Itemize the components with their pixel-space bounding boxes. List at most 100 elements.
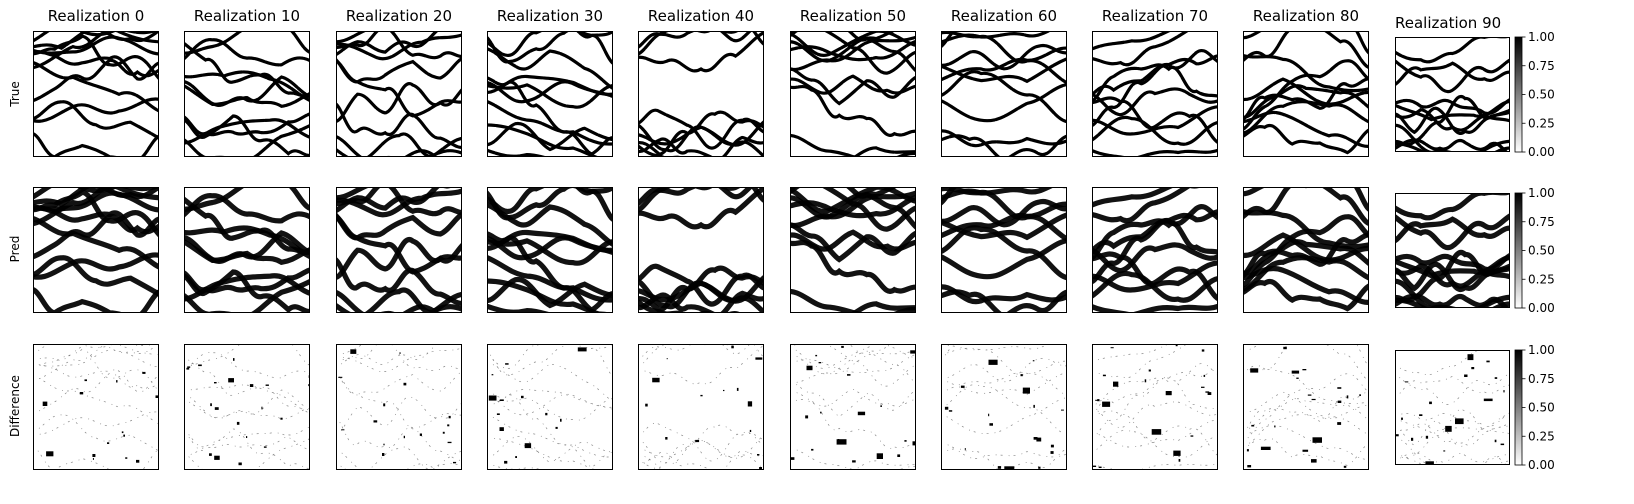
difference-edge (638, 344, 764, 361)
difference-blob (1050, 444, 1054, 448)
panel-pred-7 (1092, 187, 1218, 313)
channel-mark (336, 211, 462, 241)
channel-mark (1395, 37, 1510, 64)
channel-mark (1243, 31, 1369, 63)
difference-blob (403, 435, 405, 439)
channel-mark (1243, 239, 1369, 276)
channel-mark (184, 118, 310, 145)
channel-mark (1092, 260, 1218, 293)
panel-frame (941, 31, 1067, 157)
difference-blob (1173, 450, 1181, 456)
difference-blob (1020, 374, 1023, 377)
channel-mark (184, 83, 310, 108)
channel-mark (336, 33, 462, 61)
difference-blob (1337, 387, 1342, 389)
difference-blob (1343, 465, 1347, 468)
difference-blob (944, 406, 949, 410)
difference-edge (790, 354, 916, 373)
column-title: Realization 50 (800, 7, 906, 25)
difference-blob (1004, 466, 1015, 469)
channel-mark (487, 74, 613, 96)
channel-mark (33, 205, 159, 238)
difference-blob (1260, 446, 1271, 450)
panel-frame (1243, 187, 1369, 313)
channel-mark (790, 187, 916, 231)
difference-blob (1246, 449, 1249, 452)
channel-mark (1395, 252, 1510, 273)
difference-blob (382, 453, 385, 456)
channel-mark (1243, 232, 1369, 279)
difference-edge (184, 438, 310, 470)
difference-blob (912, 441, 916, 446)
channel-mark (1092, 54, 1218, 97)
panel-difference-3 (487, 344, 613, 470)
difference-blob (1337, 422, 1342, 425)
difference-blob (265, 384, 269, 386)
panel-true-5 (790, 31, 916, 157)
channel-mark (1243, 232, 1369, 263)
difference-blob (818, 362, 822, 364)
panel-pred-8 (1243, 187, 1369, 313)
channel-mark (184, 112, 310, 137)
panel-background (638, 344, 764, 470)
difference-blob (442, 431, 445, 434)
difference-blob (383, 443, 385, 446)
channel-mark (487, 83, 613, 109)
panel-frame (1395, 350, 1510, 465)
panel-frame (790, 31, 916, 157)
difference-edge (336, 462, 462, 470)
channel-mark (1092, 31, 1173, 51)
difference-blob (1483, 398, 1493, 402)
colorbar-tick-label: 0.75 (1528, 59, 1555, 73)
channel-mark (336, 31, 368, 44)
difference-blob (1455, 418, 1464, 425)
difference-blob (209, 453, 212, 456)
difference-blob (238, 462, 242, 466)
column-title: Realization 30 (497, 7, 603, 25)
channel-mark (33, 60, 159, 113)
panel-true-8 (1243, 31, 1369, 157)
difference-blob (350, 349, 357, 354)
channel-mark (33, 34, 159, 81)
panel-true-0 (33, 31, 159, 157)
channel-mark (941, 237, 1067, 280)
channel-mark (1092, 105, 1218, 136)
panel-pred-2 (336, 187, 462, 313)
channel-mark (336, 287, 462, 313)
colorbar-tick-label: 0.75 (1528, 215, 1555, 229)
colorbar-gradient (1514, 192, 1523, 309)
channel-mark (33, 31, 159, 43)
colorbar-tick-label: 1.00 (1528, 186, 1555, 200)
difference-blob (666, 358, 668, 360)
difference-blob (1401, 417, 1403, 420)
channel-mark (487, 254, 613, 303)
channel-mark (1092, 31, 1199, 67)
difference-blob (1190, 435, 1194, 437)
difference-blob (1283, 346, 1287, 350)
channel-mark (184, 278, 310, 313)
panel-background (941, 344, 1067, 470)
difference-edge (184, 398, 310, 420)
difference-blob (447, 424, 450, 427)
panel-frame (33, 31, 159, 157)
channel-mark (33, 100, 159, 140)
column-title: Realization 40 (648, 7, 754, 25)
difference-blob (747, 401, 753, 407)
panel-true-3 (487, 31, 613, 157)
difference-blob (1395, 434, 1399, 437)
panel-frame (1395, 193, 1510, 308)
channel-mark (487, 201, 613, 248)
channel-mark (487, 123, 601, 157)
difference-edge (33, 364, 159, 393)
difference-blob (1110, 347, 1114, 349)
colorbar-tick-label: 0.00 (1528, 145, 1555, 159)
channel-mark (487, 278, 605, 313)
row-labels: True Pred Difference (8, 81, 22, 437)
panel-background (33, 344, 159, 470)
difference-blob (1148, 369, 1151, 372)
difference-blob (92, 458, 94, 460)
difference-blob (249, 384, 254, 387)
difference-blob (645, 403, 648, 407)
channel-mark (790, 187, 916, 232)
panel-background (184, 344, 310, 470)
